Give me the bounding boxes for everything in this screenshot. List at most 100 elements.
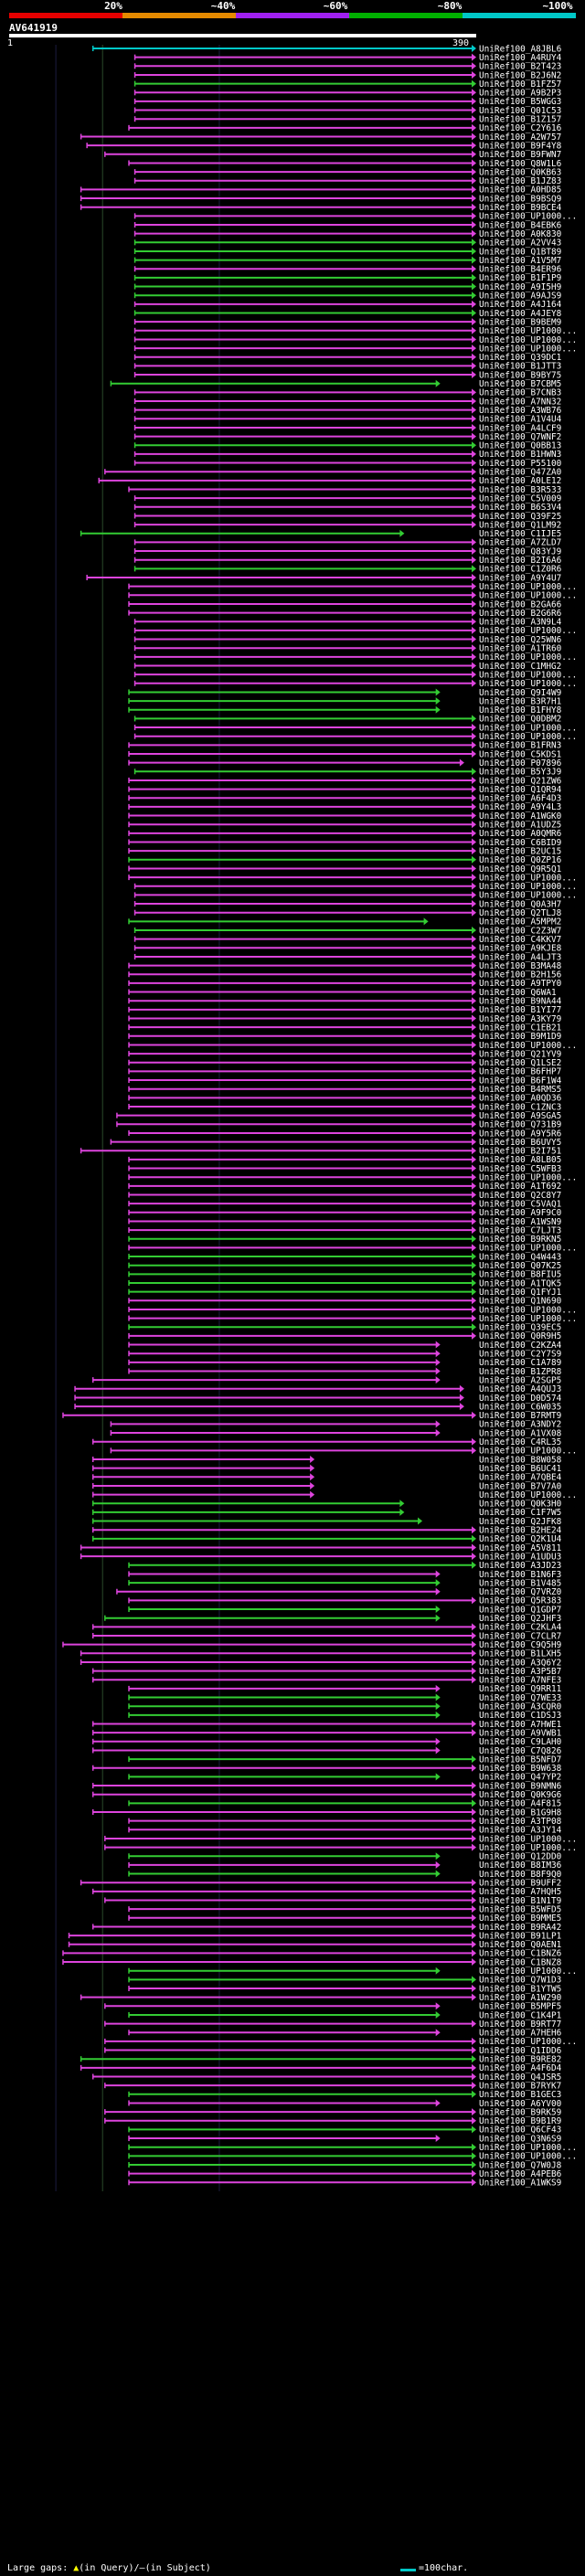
hit-label: UniRef100_C1MHG2: [479, 662, 561, 672]
hit-arrow-icon: [472, 1173, 476, 1182]
hit-label: UniRef100_B1N1T9: [479, 1896, 562, 1906]
hit-arrow-icon: [472, 1182, 476, 1190]
hit-label: UniRef100_Q0K9G6: [479, 1790, 562, 1800]
hit-arrow-icon: [435, 1429, 441, 1437]
hit-arrow-icon: [472, 741, 476, 749]
hit-arrow-icon: [472, 371, 476, 379]
hit-arrow-icon: [472, 1561, 476, 1569]
hit-arrow-icon: [435, 1693, 441, 1701]
hit-label: UniRef100_B3MA48: [479, 961, 562, 971]
hit-label: UniRef100_A1VX08: [479, 1428, 562, 1438]
hit-label: UniRef100_B1F1P9: [479, 273, 562, 283]
query-bar: [9, 34, 476, 37]
hit-label: UniRef100_B9MME5: [479, 1913, 561, 1924]
hit-label: UniRef100_A6F4D3: [479, 794, 561, 804]
hit-label: UniRef100_B3R7H1: [479, 696, 562, 706]
hit-arrow-icon: [472, 353, 476, 361]
hit-arrow-icon: [435, 1587, 441, 1595]
hit-label: UniRef100_B1JTT3: [479, 362, 561, 372]
hit-arrow-icon: [435, 379, 441, 387]
percent-identity-labels: 20% ~40% ~60% ~80% ~100%: [0, 0, 585, 12]
hit-arrow-icon: [472, 326, 476, 334]
hit-label: UniRef100_A4PEB6: [479, 2169, 562, 2179]
percent-label-100: ~100%: [542, 0, 573, 12]
hit-arrow-icon: [472, 2108, 476, 2116]
hit-label: UniRef100_B9FWN7: [479, 150, 561, 160]
hit-label: UniRef100_B2HE24: [479, 1526, 562, 1536]
hit-arrow-icon: [472, 1261, 476, 1269]
hit-arrow-icon: [472, 212, 476, 220]
hit-arrow-icon: [472, 97, 476, 105]
hit-label: UniRef100_Q0BB13: [479, 441, 561, 451]
hit-label: UniRef100_Q2C8Y7: [479, 1191, 561, 1201]
hit-arrow-icon: [435, 1711, 441, 1719]
hit-label: UniRef100_B7RYK7: [479, 2081, 561, 2091]
hit-label: UniRef100_C9Q5H9: [479, 1640, 562, 1650]
subject-gap-mark-icon: —: [139, 2563, 145, 2573]
hit-arrow-icon: [472, 900, 476, 908]
hit-label: UniRef100_C2KZA4: [479, 1341, 562, 1351]
hit-arrow-icon: [472, 159, 476, 167]
hit-label: UniRef100_C5KDS1: [479, 749, 562, 759]
hit-label: UniRef100_Q9I4W9: [479, 688, 562, 698]
hit-label: UniRef100_B2UC15: [479, 846, 561, 856]
hit-label: UniRef100_B7RMT9: [479, 1411, 562, 1421]
hit-label: UniRef100_A1TQK5: [479, 1278, 561, 1288]
hit-label: UniRef100_Q1QR94: [479, 785, 562, 795]
hit-label: UniRef100_UP1000...: [479, 326, 577, 336]
hit-arrow-icon: [472, 1985, 476, 1992]
hit-label: UniRef100_A5V811: [479, 1543, 562, 1553]
hit-arrow-icon: [472, 838, 476, 846]
hit-label: UniRef100_B5Y3J9: [479, 768, 562, 778]
hit-arrow-icon: [472, 1138, 476, 1146]
hit-label: UniRef100_Q01C53: [479, 106, 561, 116]
hit-label: UniRef100_B2H156: [479, 970, 562, 981]
hit-arrow-icon: [472, 415, 476, 423]
hit-arrow-icon: [472, 1526, 476, 1534]
hit-label: UniRef100_UP1000...: [479, 591, 577, 601]
hit-arrow-icon: [472, 1305, 476, 1313]
hit-arrow-icon: [459, 1403, 464, 1411]
hit-label: UniRef100_UP1000...: [479, 1966, 577, 1977]
hit-arrow-icon: [472, 944, 476, 952]
hit-label: UniRef100_B8FIU5: [479, 1270, 561, 1280]
hit-label: UniRef100_Q2K1U4: [479, 1534, 562, 1544]
hit-label: UniRef100_B1V485: [479, 1578, 561, 1588]
hit-label: UniRef100_B9F4Y8: [479, 141, 562, 151]
hit-label: UniRef100_C7CLR7: [479, 1631, 561, 1641]
hit-arrow-icon: [472, 476, 476, 484]
hit-label: UniRef100_Q1FYJ1: [479, 1288, 562, 1298]
hit-arrow-icon: [472, 1050, 476, 1058]
hit-label: UniRef100_Q0AEN1: [479, 1940, 562, 1950]
hit-label: UniRef100_Q731B9: [479, 1120, 562, 1130]
hit-arrow-icon: [472, 724, 476, 732]
hit-arrow-icon: [435, 2029, 441, 2037]
hit-label: UniRef100_UP1000...: [479, 1843, 577, 1853]
hit-arrow-icon: [472, 468, 476, 476]
hit-arrow-icon: [459, 758, 464, 767]
hit-label: UniRef100_A1T692: [479, 1182, 561, 1192]
hit-label: UniRef100_A5MPM2: [479, 917, 561, 928]
hit-label: UniRef100_B8F9Q0: [479, 1870, 562, 1880]
hit-arrow-icon: [472, 1085, 476, 1093]
hit-arrow-icon: [435, 1746, 441, 1754]
hit-label: UniRef100_A9B2P3: [479, 89, 561, 99]
hit-label: UniRef100_A2W757: [479, 133, 561, 143]
hit-label: UniRef100_A7NFE3: [479, 1676, 561, 1686]
hit-arrow-icon: [472, 1103, 476, 1110]
hit-arrow-icon: [472, 2125, 476, 2134]
hit-arrow-icon: [472, 1437, 476, 1446]
hit-arrow-icon: [472, 1076, 476, 1085]
hit-arrow-icon: [472, 1253, 476, 1261]
hit-label: UniRef100_Q0KB63: [479, 167, 561, 177]
hit-arrow-icon: [472, 1297, 476, 1305]
hit-label: UniRef100_A7HWE1: [479, 1720, 562, 1730]
hit-label: UniRef100_C1A789: [479, 1358, 562, 1368]
hit-label: UniRef100_B2I751: [479, 1147, 562, 1157]
hit-label: UniRef100_Q6CF43: [479, 2125, 561, 2136]
hit-label: UniRef100_UP1000...: [479, 732, 577, 742]
hit-label: UniRef100_UP1000...: [479, 2037, 577, 2047]
hit-arrow-icon: [472, 1826, 476, 1834]
hit-label: UniRef100_A1WGK0: [479, 811, 562, 822]
hit-arrow-icon: [472, 273, 476, 281]
